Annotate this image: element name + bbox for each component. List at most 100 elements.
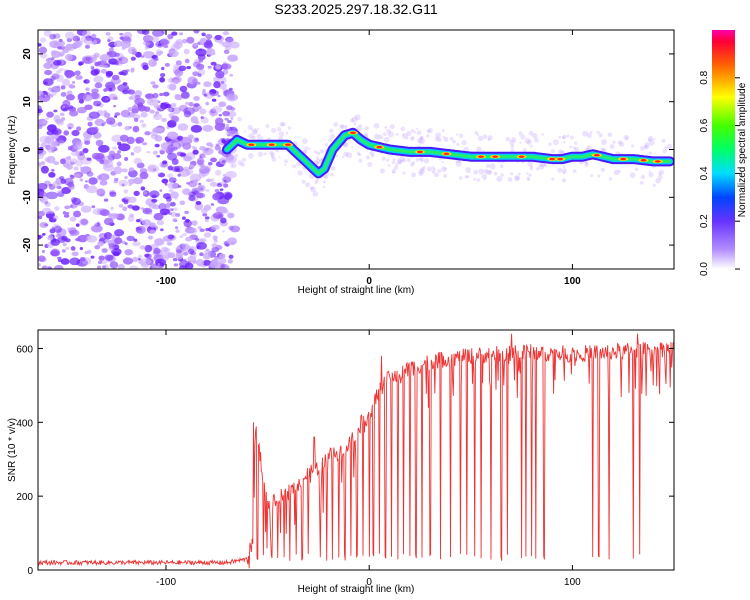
noise-blob <box>136 30 147 35</box>
spectrogram-ylabel: Frequency (Hz) <box>7 116 18 185</box>
noise-blob <box>105 117 116 125</box>
noise-blob <box>151 54 158 59</box>
y-tick-label: 0 <box>22 146 33 152</box>
ridge-halo <box>529 167 533 171</box>
noise-blob <box>199 108 207 115</box>
noise-blob <box>91 205 96 209</box>
noise-blob <box>90 56 97 63</box>
noise-blob <box>80 205 92 213</box>
ridge-halo <box>270 154 275 159</box>
noise-blob <box>151 194 157 199</box>
noise-blob <box>133 190 140 197</box>
noise-blob <box>199 228 205 232</box>
noise-blob <box>41 265 49 269</box>
ridge-halo <box>270 127 277 133</box>
ridge-peak <box>593 154 600 157</box>
ridge-halo <box>310 186 314 190</box>
ridge-halo <box>330 133 335 139</box>
noise-blob <box>223 179 227 183</box>
noise-blob <box>148 212 153 216</box>
ridge-halo <box>233 125 237 130</box>
noise-blob <box>94 82 103 89</box>
noise-blob <box>221 123 226 127</box>
ridge-halo <box>402 171 406 175</box>
ridge-halo <box>391 168 397 174</box>
noise-blob <box>204 216 210 220</box>
noise-blob <box>51 85 61 93</box>
noise-blob <box>180 152 187 157</box>
ridge-halo <box>644 145 648 149</box>
colorbar-tick-label: 0.4 <box>699 166 710 180</box>
noise-blob <box>85 87 90 92</box>
noise-blob <box>198 48 202 52</box>
noise-blob <box>79 150 85 156</box>
ridge-halo <box>619 141 625 147</box>
noise-blob <box>139 171 149 180</box>
noise-blob <box>101 123 105 127</box>
noise-blob <box>179 85 188 93</box>
ridge-halo <box>396 158 402 164</box>
ridge-halo <box>487 135 493 141</box>
ridge-halo <box>452 139 456 144</box>
noise-blob <box>97 265 102 269</box>
noise-blob <box>130 152 135 156</box>
noise-blob <box>204 218 209 223</box>
noise-blob <box>133 117 139 122</box>
noise-blob <box>201 32 206 37</box>
ridge-halo <box>561 136 565 140</box>
ridge-halo <box>301 179 306 184</box>
ridge-halo <box>541 133 545 136</box>
noise-blob <box>166 241 173 246</box>
noise-blob <box>69 110 79 117</box>
noise-blob <box>168 189 174 193</box>
noise-blob <box>210 61 217 66</box>
noise-blob <box>58 38 63 42</box>
ridge-halo <box>514 175 520 182</box>
noise-blob <box>48 172 56 178</box>
x-tick-label: 0 <box>366 276 372 287</box>
noise-blob <box>46 124 57 132</box>
noise-blob <box>49 228 56 234</box>
ridge-halo <box>441 129 445 133</box>
noise-blob <box>38 94 51 103</box>
noise-blob <box>118 179 129 187</box>
ridge-halo <box>531 132 538 139</box>
ridge-halo <box>284 163 287 167</box>
ridge-halo <box>370 153 375 158</box>
noise-blob <box>210 203 215 206</box>
colorbar-tick-label: 0.8 <box>699 70 710 84</box>
noise-blob <box>45 191 58 200</box>
noise-blob <box>97 174 106 182</box>
ridge-halo <box>323 174 327 179</box>
noise-blob <box>51 169 55 172</box>
noise-blob <box>167 33 174 40</box>
noise-blob <box>152 150 158 155</box>
ridge-peak <box>518 155 525 158</box>
ridge-halo <box>305 182 310 188</box>
ridge-halo <box>420 159 424 163</box>
noise-blob <box>92 126 99 133</box>
ridge-halo <box>473 178 476 181</box>
ridge-halo <box>422 166 426 169</box>
noise-blob <box>221 230 225 233</box>
noise-blob <box>69 161 76 165</box>
ridge-halo <box>323 180 327 184</box>
ridge-halo <box>597 174 601 178</box>
ridge-halo <box>562 171 566 175</box>
noise-blob <box>171 31 178 36</box>
noise-blob <box>214 169 222 176</box>
ridge-halo <box>522 148 527 153</box>
noise-blob <box>170 211 177 217</box>
noise-blob <box>122 82 128 86</box>
snr-ylabel: SNR (10 * v/v) <box>7 418 18 482</box>
noise-blob <box>211 98 217 102</box>
noise-blob <box>164 203 171 209</box>
noise-blob <box>155 40 165 48</box>
noise-blob <box>70 246 76 251</box>
noise-blob <box>75 75 83 80</box>
noise-blob <box>119 32 124 36</box>
noise-blob <box>103 88 108 92</box>
noise-blob <box>120 40 132 49</box>
noise-blob <box>48 183 53 187</box>
noise-blob <box>70 175 75 179</box>
